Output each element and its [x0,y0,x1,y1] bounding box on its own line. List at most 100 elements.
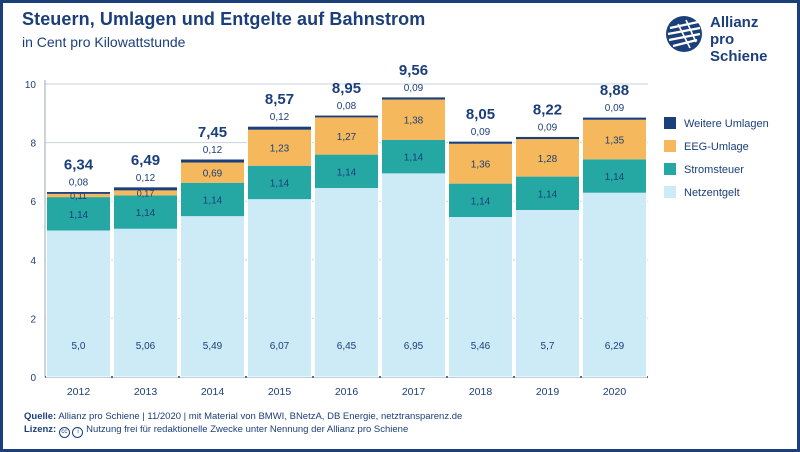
total-value-label: 8,95 [332,80,361,97]
weitere-umlagen-value-label: 0,09 [471,127,491,138]
bar-outline [113,186,178,378]
bar-outline [448,140,513,378]
legend-swatch [664,163,676,175]
footer-source-text: Allianz pro Schiene | 11/2020 | mit Mate… [58,411,463,422]
weitere-umlagen-value-label: 0,08 [69,178,89,189]
x-tick-label: 2017 [402,386,426,398]
bar-segment-stromsteuer [46,197,111,231]
bar-segment-weitere-umlagen [247,126,312,130]
total-value-label: 8,05 [466,106,495,123]
bar-segment-eeg-umlage [46,193,111,198]
bar-segment-weitere-umlagen [314,115,379,118]
bar-segment-netzentgelt [448,217,513,377]
total-value-label: 8,88 [600,82,629,99]
logo-line-2: pro Schiene [710,31,768,65]
bar-segment-stromsteuer [180,182,245,217]
footer-source-label: Quelle: [24,411,57,422]
y-tick-label: 0 [30,373,36,384]
allianz-pro-schiene-logo: Allianz pro Schiene [664,12,784,65]
bar-segment-stromsteuer [448,183,513,218]
stromsteuer-value-label: 1,14 [203,195,223,206]
bar-segment-netzentgelt [314,188,379,377]
total-value-label: 9,56 [399,62,428,79]
chart-subtitle: in Cent pro Kilowattstunde [22,34,186,50]
logo-line-1: Allianz [710,14,759,31]
bar-outline [515,135,580,378]
eeg-value-label: 1,27 [337,132,357,143]
x-tick-label: 2013 [134,386,158,398]
bar-segment-netzentgelt [515,209,580,377]
footer-license-text: Nutzung frei für redaktionelle Zwecke un… [86,424,409,435]
bar-outline [46,191,111,378]
stromsteuer-value-label: 1,14 [136,208,156,219]
bar-segment-eeg-umlage [247,129,312,166]
chart-title: Steuern, Umlagen und Entgelte auf Bahnst… [22,9,426,29]
bar-segment-stromsteuer [515,176,580,210]
total-value-label: 8,22 [533,101,562,118]
x-tick-label: 2012 [67,386,91,398]
legend-label: Netzentgelt [684,187,740,199]
y-tick-label: 4 [30,256,36,267]
stromsteuer-value-label: 1,14 [471,196,491,207]
bar-segment-weitere-umlagen [381,96,446,100]
bar-segment-eeg-umlage [582,119,647,160]
netzentgelt-value-label: 5,49 [203,341,223,352]
bar-segment-weitere-umlagen [180,159,245,163]
bar-segment-eeg-umlage [515,139,580,177]
netzentgelt-value-label: 5,7 [541,341,555,352]
y-tick-label: 2 [30,314,36,325]
weitere-umlagen-value-label: 0,09 [404,83,424,94]
bar-segment-netzentgelt [180,216,245,377]
bar-segment-weitere-umlagen [515,136,580,140]
stromsteuer-value-label: 1,14 [404,153,424,164]
eeg-value-label: 1,23 [270,144,290,155]
netzentgelt-value-label: 6,07 [270,341,290,352]
bar-segment-netzentgelt [381,173,446,377]
eeg-value-label: 1,38 [404,116,424,127]
attribution-icon: i [72,427,84,438]
bar-segment-stromsteuer [113,195,178,229]
legend-label: Stromsteuer [684,164,744,176]
x-tick-label: 2020 [603,386,627,398]
footer-license-label: Lizenz: [24,424,57,435]
bar-segment-weitere-umlagen [46,191,111,194]
footer-source: Quelle: Allianz pro Schiene | 11/2020 | … [24,411,462,422]
bar-segment-netzentgelt [46,230,111,377]
netzentgelt-value-label: 6,95 [404,341,424,352]
bar-segment-weitere-umlagen [113,186,178,191]
eeg-value-label: 0,69 [203,169,223,180]
legend-label: Weitere Umlagen [684,118,769,130]
legend-swatch [664,186,676,198]
legend-swatch [664,117,676,129]
legend-swatch [664,140,676,152]
y-tick-label: 10 [25,80,37,91]
stromsteuer-value-label: 1,14 [605,172,625,183]
bar-segment-eeg-umlage [448,143,513,184]
netzentgelt-value-label: 5,06 [136,341,156,352]
bar-segment-eeg-umlage [314,117,379,155]
total-value-label: 7,45 [198,124,227,141]
weitere-umlagen-value-label: 0,08 [337,101,357,112]
eeg-value-label: 1,28 [538,154,558,165]
bar-segment-stromsteuer [314,154,379,189]
total-value-label: 6,34 [64,157,94,174]
x-tick-label: 2015 [268,386,292,398]
bar-segment-eeg-umlage [381,99,446,140]
stromsteuer-value-label: 1,14 [69,210,89,221]
bar-segment-netzentgelt [113,228,178,377]
bar-outline [180,158,245,378]
bar-outline [582,116,647,378]
eeg-value-label: 0,11 [70,191,87,201]
netzentgelt-value-label: 5,0 [72,341,86,352]
eeg-value-label: 1,35 [605,136,625,147]
x-tick-label: 2016 [335,386,359,398]
weitere-umlagen-value-label: 0,09 [605,103,625,114]
eeg-value-label: 1,36 [471,160,491,171]
weitere-umlagen-value-label: 0,12 [270,112,290,123]
footer-license: Lizenz: cc i Nutzung frei für redaktione… [24,424,408,438]
bar-segment-eeg-umlage [180,162,245,183]
bar-outline [381,96,446,378]
bar-segment-netzentgelt [582,192,647,377]
bar-segment-weitere-umlagen [448,141,513,144]
weitere-umlagen-value-label: 0,09 [538,122,558,133]
